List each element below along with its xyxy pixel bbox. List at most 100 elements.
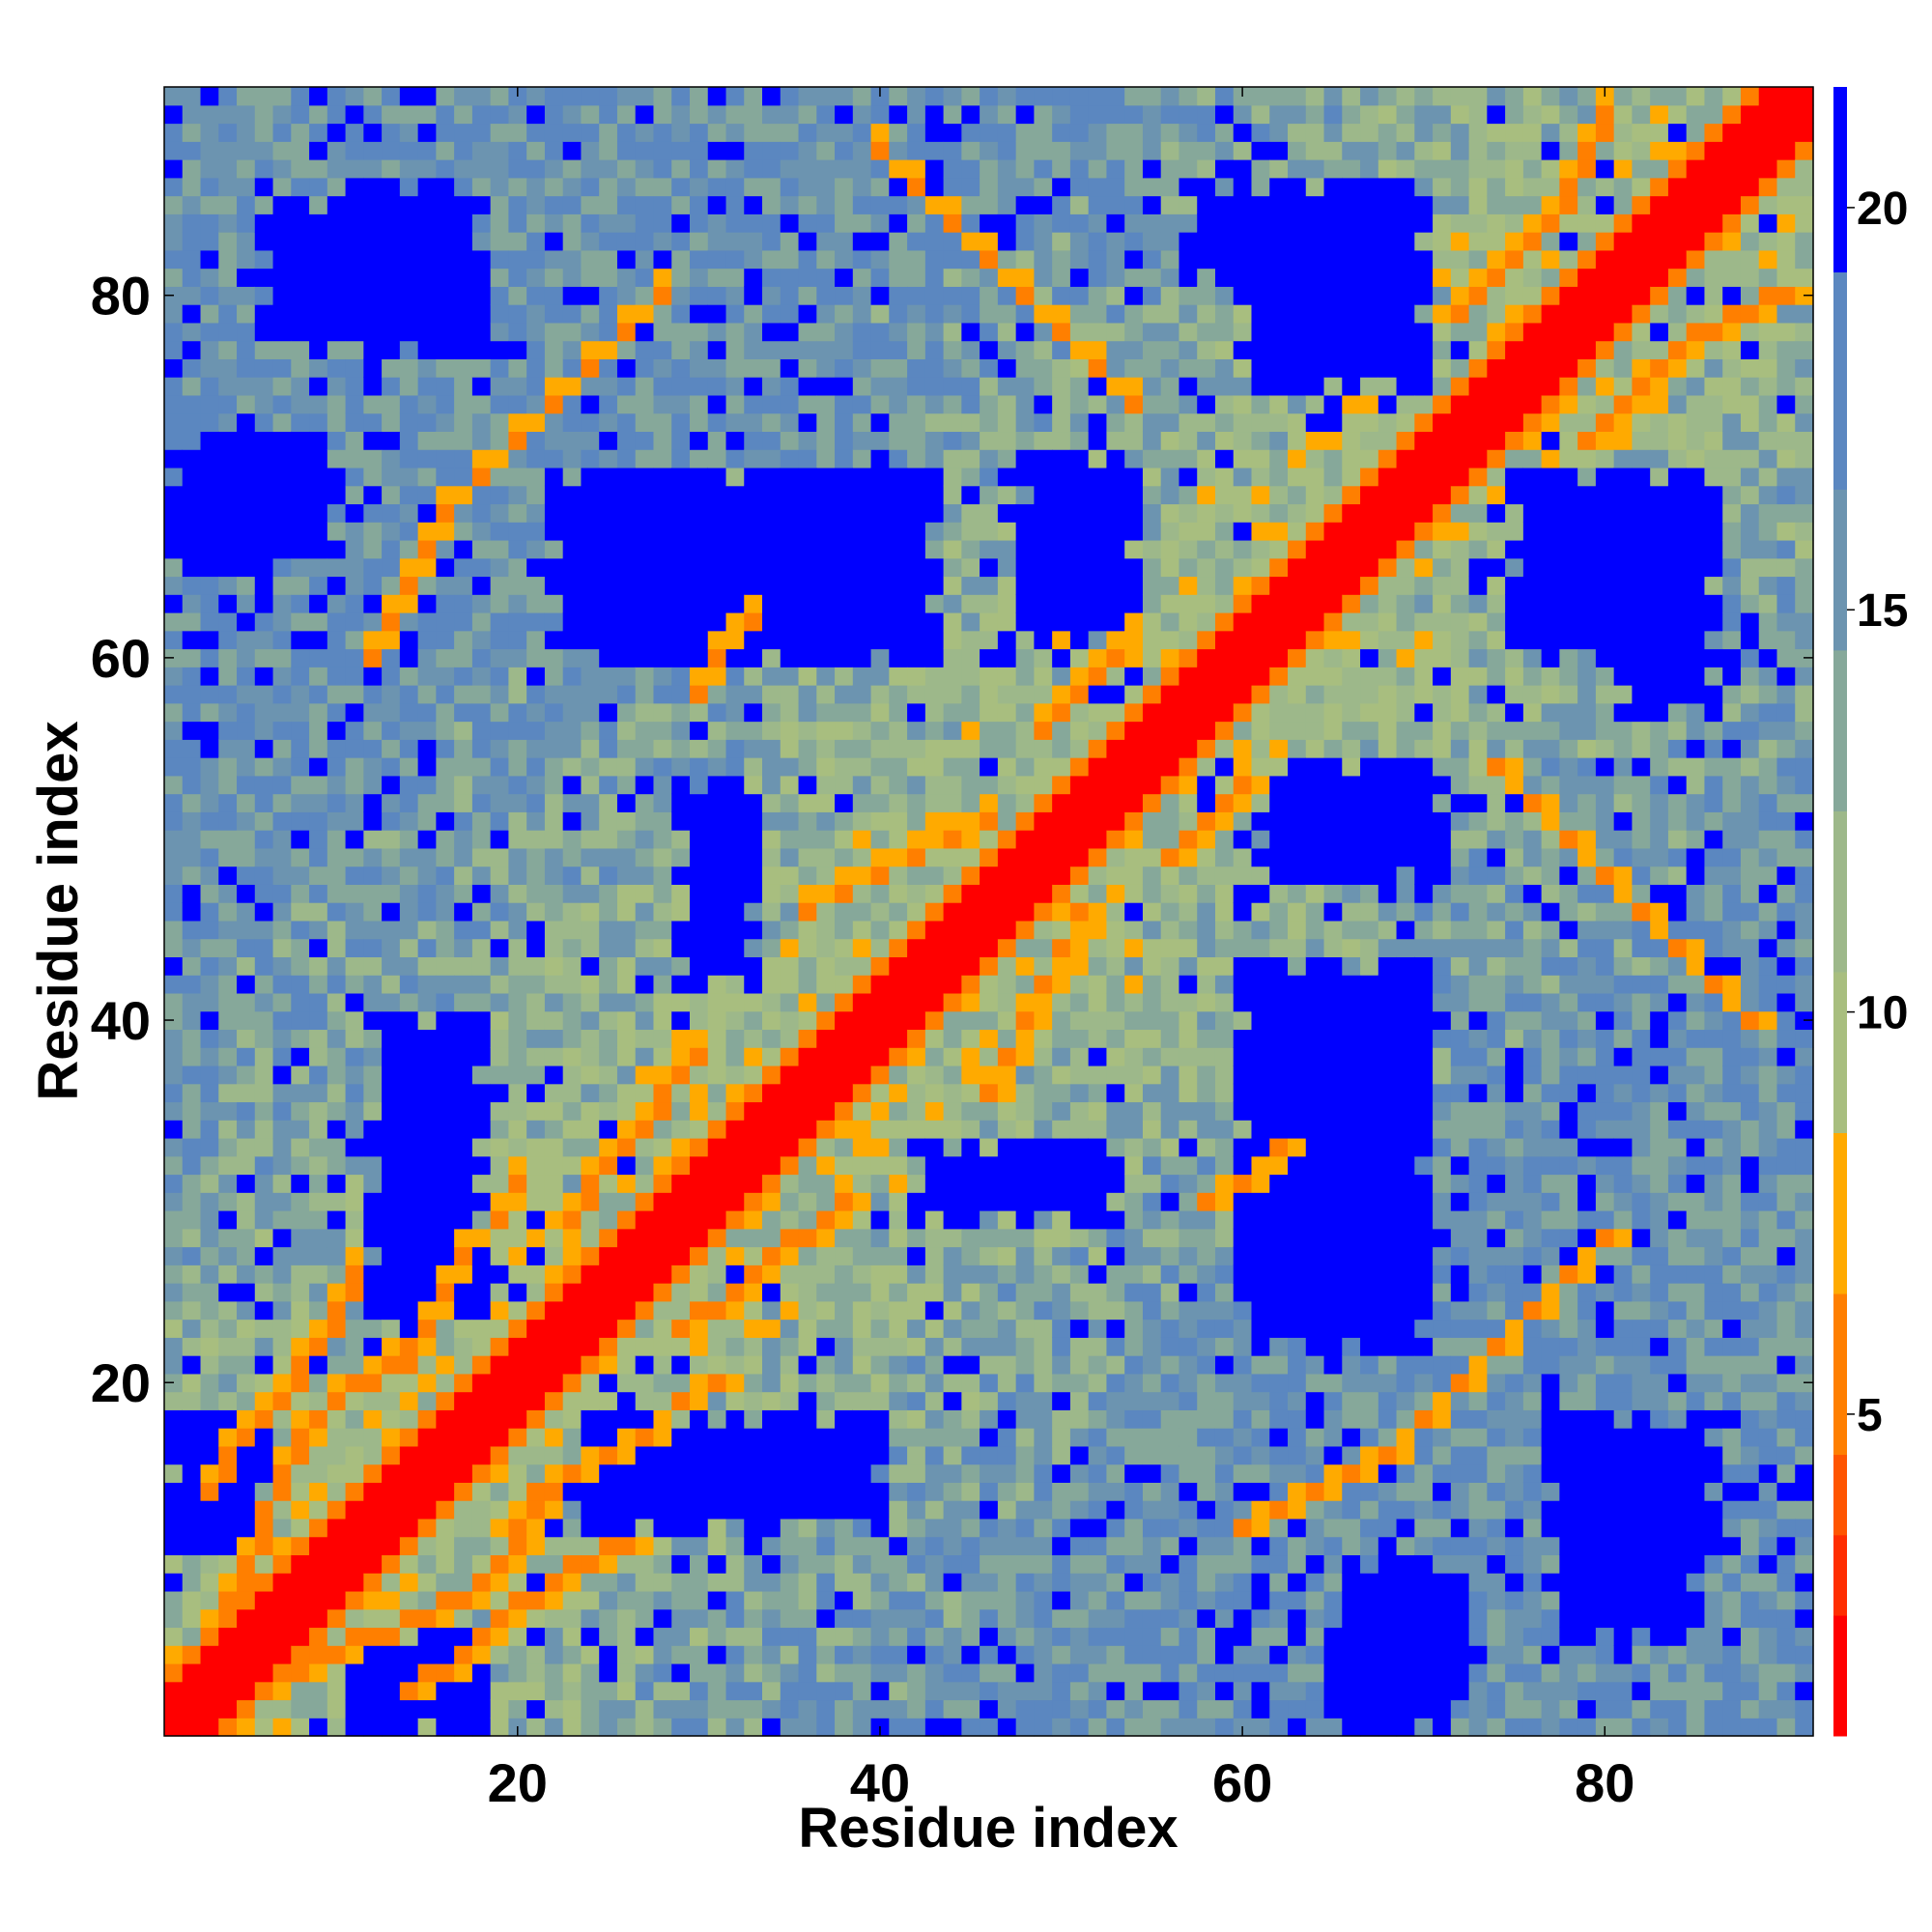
heatmap-cell [508,630,527,650]
heatmap-cell [490,1428,510,1447]
heatmap-cell [997,1463,1017,1483]
heatmap-cell [544,377,564,396]
heatmap-cell [327,1210,347,1230]
heatmap-cell [961,1518,980,1538]
heatmap-cell [780,1463,800,1483]
heatmap-cell [635,249,655,270]
heatmap-cell [1034,268,1053,287]
heatmap-cell [1015,522,1035,541]
heatmap-cell [544,1228,564,1248]
heatmap-cell [907,866,926,885]
heatmap-cell [327,123,347,142]
heatmap-cell [1142,467,1162,487]
heatmap-cell [997,1590,1017,1610]
heatmap-cell [870,1573,890,1592]
heatmap-cell [744,667,763,686]
heatmap-cell [870,412,890,433]
heatmap-cell [164,1101,184,1121]
heatmap-cell [671,522,691,541]
heatmap-cell [870,304,890,324]
heatmap-cell [635,449,655,469]
heatmap-cell [363,1155,383,1176]
heatmap-cell [490,1120,510,1139]
heatmap-cell [997,377,1017,396]
heatmap-cell [345,902,364,922]
heatmap-cell [1088,1319,1108,1338]
heatmap-cell [237,992,256,1012]
heatmap-cell [889,1573,908,1592]
heatmap-cell [200,721,219,740]
heatmap-cell [780,177,800,197]
heatmap-cell [1124,847,1144,867]
heatmap-cell [291,1627,310,1646]
heatmap-cell [1124,1608,1144,1629]
heatmap-cell [454,358,473,378]
heatmap-cell [870,431,890,450]
heatmap-cell [924,1264,945,1284]
heatmap-cell [671,358,691,378]
heatmap-cell [725,503,745,523]
heatmap-cell [562,1355,582,1375]
heatmap-cell [218,1373,238,1393]
heatmap-cell [707,304,727,324]
heatmap-cell [997,702,1017,723]
heatmap-cell [1124,1355,1144,1375]
heatmap-cell [707,213,727,233]
heatmap-cell [526,322,546,342]
heatmap-cell [1142,902,1162,922]
heatmap-cell [218,866,238,885]
heatmap-cell [237,1409,256,1429]
heatmap-cell [164,576,184,595]
heatmap-cell [562,232,582,251]
heatmap-cell [1106,268,1125,287]
heatmap-cell [870,1428,890,1447]
heatmap-cell [816,412,836,433]
heatmap-cell [200,576,219,595]
heatmap-cell [762,394,781,414]
heatmap-cell [382,866,401,885]
heatmap-cell [345,1463,364,1483]
heatmap-cell [889,1101,908,1121]
heatmap-cell [363,938,383,957]
heatmap-cell [1088,1155,1108,1176]
heatmap-cell [1124,811,1144,831]
heatmap-cell [363,268,383,287]
heatmap-cell [780,1101,800,1121]
heatmap-cell [744,793,763,812]
heatmap-cell [671,1029,691,1048]
heatmap-cell [889,611,908,632]
heatmap-cell [907,648,926,668]
heatmap-cell [997,721,1017,740]
heatmap-cell [616,1445,637,1465]
heatmap-cell [599,847,618,867]
heatmap-cell [200,866,219,885]
heatmap-cell [490,358,510,378]
heatmap-cell [798,811,817,831]
heatmap-cell [291,1192,310,1211]
heatmap-cell [980,847,999,867]
heatmap-cell [1069,1210,1090,1230]
heatmap-cell [961,1337,980,1356]
heatmap-cell [363,141,383,160]
heatmap-cell [562,449,582,469]
heatmap-cell [200,123,219,142]
heatmap-cell [417,1681,437,1701]
heatmap-cell [924,467,945,487]
heatmap-cell [1052,576,1071,595]
heatmap-cell [471,775,492,795]
heatmap-cell [744,123,763,142]
heatmap-cell [635,847,655,867]
heatmap-cell [399,1445,419,1465]
heatmap-cell [689,1554,709,1574]
heatmap-cell [363,1355,383,1375]
heatmap-cell [707,177,727,197]
heatmap-cell [671,87,691,106]
heatmap-cell [436,1083,455,1103]
heatmap-cell [1069,1246,1090,1265]
heatmap-cell [218,1718,238,1737]
heatmap-cell [363,1608,383,1629]
heatmap-cell [363,394,383,414]
heatmap-cell [980,1536,999,1556]
heatmap-cell [780,1264,800,1284]
heatmap-cell [399,1662,419,1683]
